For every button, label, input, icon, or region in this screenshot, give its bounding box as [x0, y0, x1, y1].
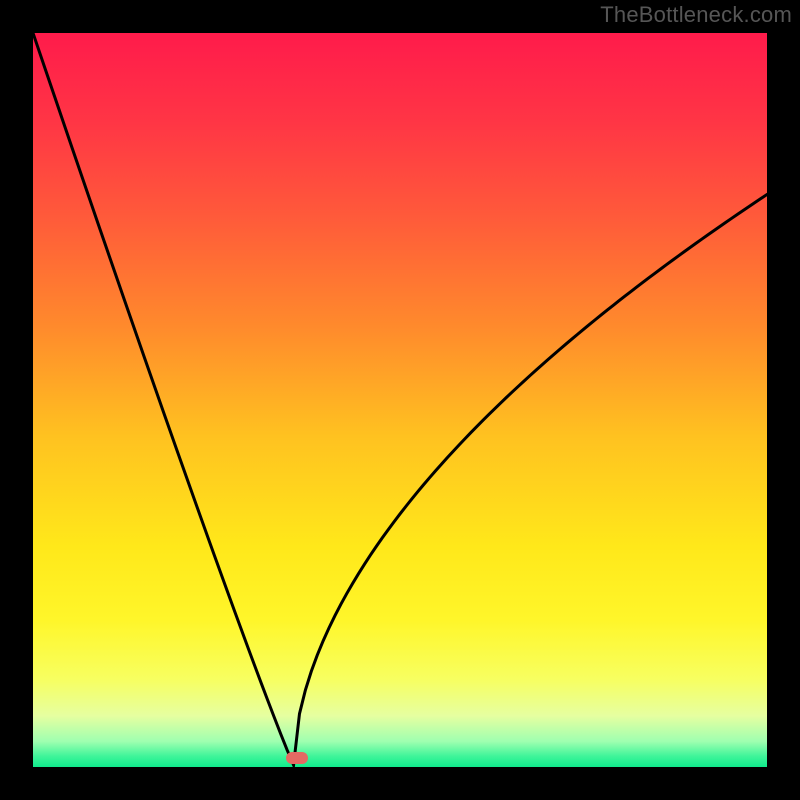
chart-frame: TheBottleneck.com	[0, 0, 800, 800]
gradient-plot	[33, 33, 767, 767]
plot-background	[33, 33, 767, 767]
minimum-marker	[286, 752, 308, 764]
watermark-text: TheBottleneck.com	[600, 2, 792, 28]
